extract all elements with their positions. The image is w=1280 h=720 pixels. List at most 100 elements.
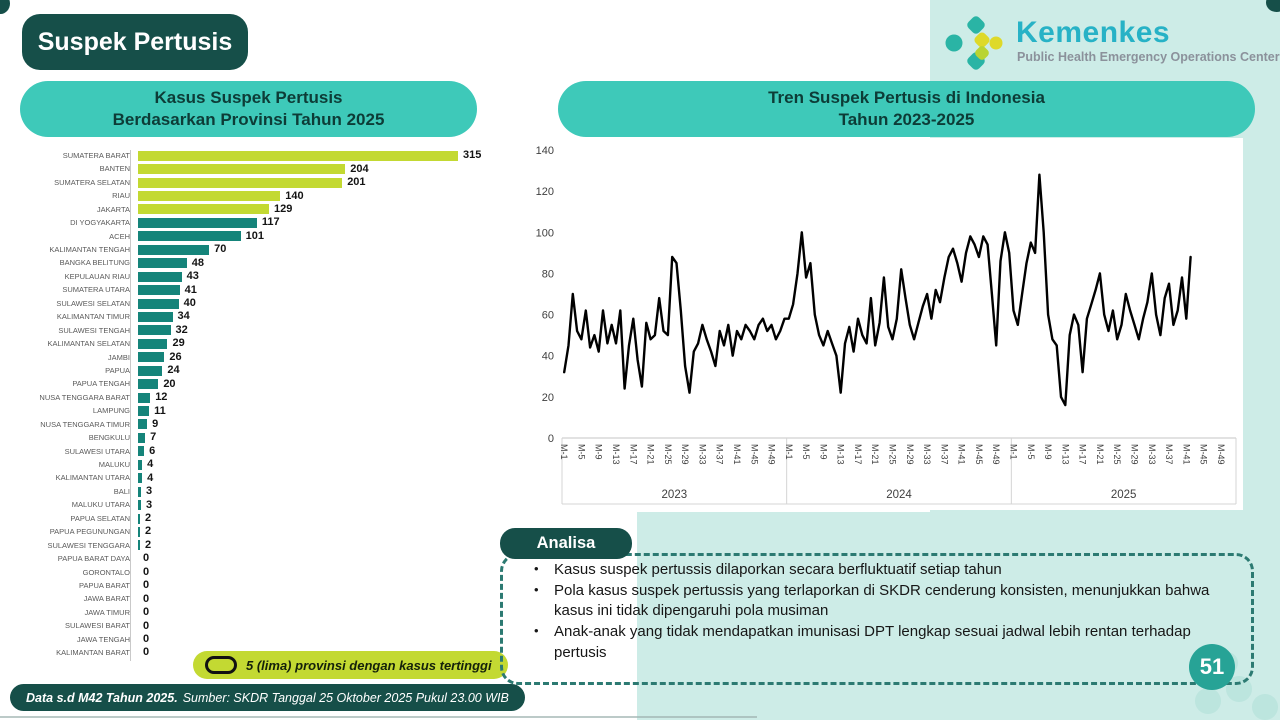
bar-row: SULAWESI UTARA 6 (8, 445, 488, 458)
bar-row: JAWA TENGAH 0 (8, 633, 488, 646)
bar-value: 43 (186, 270, 199, 283)
bar-row: GORONTALO 0 (8, 566, 488, 579)
bar-label: KALIMANTAN TIMUR (56, 312, 130, 322)
bar-chart-title-line2: Berdasarkan Provinsi Tahun 2025 (112, 110, 385, 129)
bar (138, 513, 141, 524)
legend-oval-icon (205, 656, 237, 674)
bar-value: 26 (169, 350, 182, 363)
x-axis-tick: M-37 (715, 444, 725, 465)
bar-label: KALIMANTAN TENGAH (49, 245, 130, 255)
x-axis-tick: M-49 (1216, 444, 1226, 465)
x-axis-tick: M-29 (1129, 444, 1139, 465)
bar-label: KEPULAUAN RIAU (64, 271, 130, 281)
bar (138, 459, 143, 470)
x-axis-tick: M-17 (628, 444, 638, 465)
kemenkes-logo-subtitle: Public Health Emergency Operations Cente… (1017, 50, 1280, 64)
bottom-divider-line (0, 716, 757, 718)
bar (138, 486, 142, 497)
bar (138, 446, 145, 457)
bar-value: 315 (463, 149, 482, 162)
bar-row: JAWA TIMUR 0 (8, 606, 488, 619)
bar-value: 29 (172, 337, 185, 350)
bar-row: SUMATERA BARAT 315 (8, 149, 488, 162)
bar-row: NUSA TENGGARA TIMUR 9 (8, 418, 488, 431)
x-axis-tick: M-1 (784, 444, 794, 460)
analysis-bullet: Pola kasus suspek pertussis yang terlapo… (528, 581, 1228, 622)
x-axis-tick: M-13 (1060, 444, 1070, 465)
bar-row: KALIMANTAN TIMUR 34 (8, 310, 488, 323)
bar (138, 500, 142, 511)
y-axis-tick: 20 (542, 392, 554, 404)
bar-row: MALUKU 4 (8, 458, 488, 471)
bar-label: JAWA TENGAH (76, 634, 130, 644)
bar-value: 3 (146, 485, 153, 498)
bar-value: 11 (154, 404, 166, 417)
bar-row: JAMBI 26 (8, 351, 488, 364)
bar-row: PAPUA SELATAN 2 (8, 512, 488, 525)
x-axis-tick: M-1 (559, 444, 569, 460)
bar-label: ACEH (109, 231, 130, 241)
bar-value: 0 (143, 579, 150, 592)
x-axis-tick: M-41 (957, 444, 967, 465)
bar-row: DI YOGYAKARTA 117 (8, 216, 488, 229)
bar-value: 70 (214, 243, 227, 256)
bar-label: JAMBI (107, 352, 130, 362)
bar-value: 40 (183, 297, 196, 310)
bar (138, 244, 210, 255)
x-axis-tick: M-21 (646, 444, 656, 465)
bar-value: 41 (184, 283, 197, 296)
bar-value: 0 (143, 606, 150, 619)
y-axis-tick: 100 (536, 227, 554, 239)
line-chart: 0 20 40 60 80 100 120 140 M-1 M-5 M-9 M-13 M-17 M-21 M… (528, 138, 1243, 510)
watermark-pattern (1252, 694, 1278, 720)
bar-value: 0 (143, 592, 150, 605)
bar-value: 3 (146, 498, 153, 511)
bar-value: 140 (285, 189, 304, 202)
bar-row: SULAWESI TENGGARA 2 (8, 539, 488, 552)
bar (138, 473, 143, 484)
bar-label: SUMATERA SELATAN (54, 177, 130, 187)
bar-label: JAWA BARAT (83, 594, 130, 604)
data-footnote: Data s.d M42 Tahun 2025. Sumber: SKDR Ta… (10, 684, 525, 711)
x-axis-tick: M-5 (1026, 444, 1036, 460)
bar-row: RIAU 140 (8, 189, 488, 202)
bar-chart: SUMATERA BARAT 315 BANTEN 204 SUMATERA SELAT… (8, 149, 488, 660)
x-axis-tick: M-25 (663, 444, 673, 465)
bar (138, 204, 270, 215)
bar (138, 150, 458, 161)
page-number-badge: 51 (1189, 644, 1235, 690)
y-axis-tick: 0 (548, 433, 554, 445)
kemenkes-logo-name: Kemenkes (1016, 16, 1171, 49)
legend-label: 5 (lima) provinsi dengan kasus tertinggi (246, 657, 492, 673)
bar-value: 32 (175, 323, 188, 336)
bar (138, 526, 141, 537)
bar-label: JAWA TIMUR (84, 607, 130, 617)
watermark-pattern (1195, 688, 1221, 714)
bar-row: KALIMANTAN BARAT 0 (8, 646, 488, 659)
bar-value: 4 (147, 458, 154, 471)
line-chart-title-line2: Tahun 2023-2025 (838, 110, 975, 129)
bar (138, 164, 346, 175)
bar-value: 201 (347, 176, 366, 189)
bar (138, 271, 182, 282)
bar-chart-axis-line (130, 150, 131, 661)
bar-value: 2 (145, 525, 152, 538)
bar-row: SULAWESI SELATAN 40 (8, 297, 488, 310)
bar-label: KALIMANTAN BARAT (56, 648, 130, 658)
x-axis-tick: M-49 (767, 444, 777, 465)
x-axis-tick: M-9 (818, 444, 828, 460)
bar-value: 0 (143, 565, 150, 578)
x-axis-tick: M-9 (594, 444, 604, 460)
year-label: 2023 (662, 489, 688, 501)
bar-value: 48 (191, 256, 204, 269)
y-axis-tick: 60 (542, 310, 554, 322)
bar-row: SUMATERA SELATAN 201 (8, 176, 488, 189)
bar (138, 285, 180, 296)
bar-row: JAWA BARAT 0 (8, 592, 488, 605)
bar-row: PAPUA TENGAH 20 (8, 377, 488, 390)
bar-row: PAPUA PEGUNUNGAN 2 (8, 525, 488, 538)
bar-row: SULAWESI BARAT 0 (8, 619, 488, 632)
kemenkes-logo-icon (944, 13, 1008, 71)
bar-label: KALIMANTAN UTARA (55, 473, 130, 483)
